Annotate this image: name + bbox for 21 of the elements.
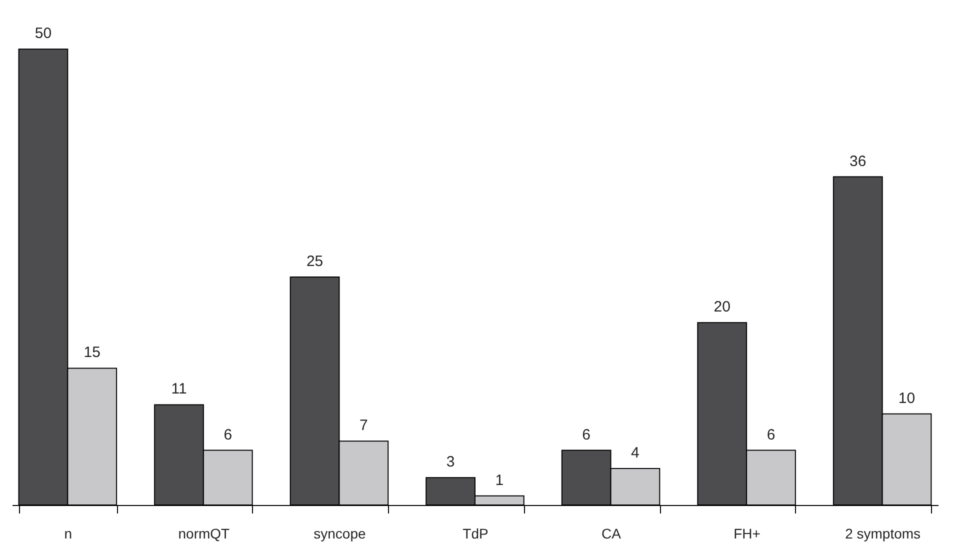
data-label: 25 <box>306 253 324 270</box>
x-tick-label: 2 symptoms <box>845 526 921 542</box>
x-tick-label: TdP <box>462 526 488 542</box>
data-label: 36 <box>850 152 866 170</box>
data-label: 20 <box>714 298 730 316</box>
data-label: 6 <box>224 426 232 444</box>
x-tick-label: CA <box>602 526 622 542</box>
data-label: 50 <box>34 25 52 42</box>
data-label: 6 <box>766 426 776 444</box>
x-tick-label: normQT <box>178 526 230 542</box>
data-label: 15 <box>84 344 100 362</box>
data-label: 11 <box>171 380 187 398</box>
x-tick-label: FH+ <box>734 526 760 542</box>
data-label: 6 <box>582 426 591 444</box>
data-label: 1 <box>495 472 504 489</box>
data-label: 10 <box>898 390 916 407</box>
data-label: 3 <box>446 454 455 471</box>
x-tick-label: n <box>64 526 72 542</box>
data-label: 7 <box>359 417 368 434</box>
x-tick-label: syncope <box>314 526 366 542</box>
data-label: 4 <box>631 444 640 462</box>
